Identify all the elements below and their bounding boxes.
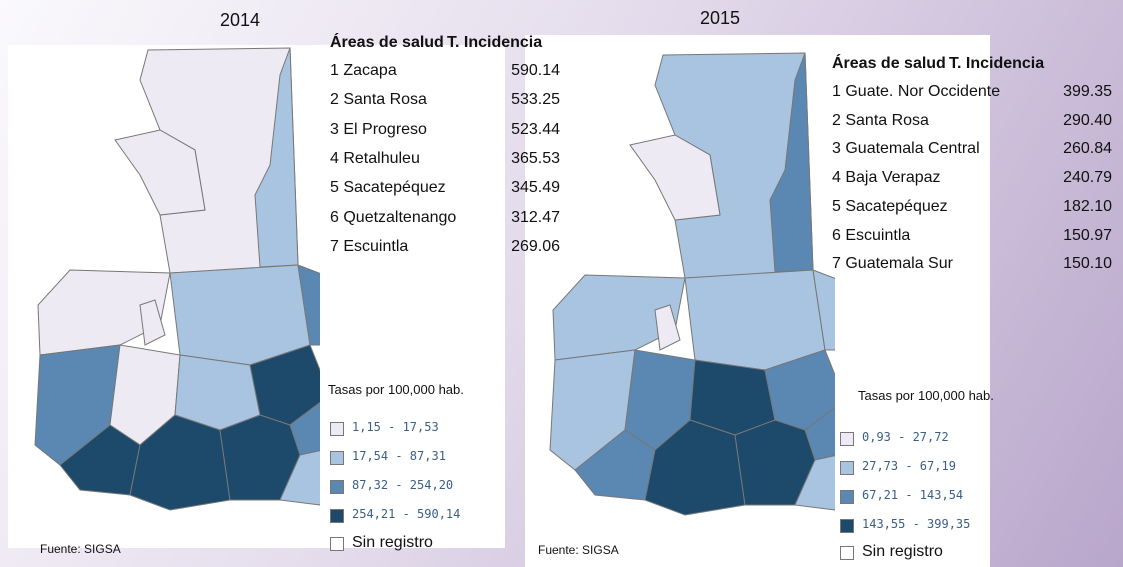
area-rate: 150.10 — [1063, 255, 1112, 273]
legend-swatch — [840, 519, 854, 533]
legend-swatch — [330, 422, 344, 436]
region — [794, 455, 835, 511]
region — [629, 134, 721, 221]
area-rate: 260.84 — [1063, 140, 1112, 158]
table-header-rate: T. Incidencia — [949, 55, 1045, 72]
legend-label: 254,21 - 590,14 — [352, 507, 461, 521]
area-name: 4 Retalhuleu — [330, 149, 420, 167]
area-rate: 290.40 — [1063, 111, 1112, 129]
area-name: 3 Guatemala Central — [832, 140, 980, 158]
region — [169, 264, 311, 366]
area-name: 7 Escuintla — [330, 237, 409, 255]
area-name: 5 Sacatepéquez — [832, 197, 948, 215]
area-rate: 523.44 — [511, 120, 560, 138]
map-2015 — [549, 52, 835, 516]
year-title: 2014 — [220, 10, 261, 30]
area-rate: 345.49 — [511, 179, 560, 197]
no-data-label: Sin registro — [352, 534, 433, 551]
area-rate: 182.10 — [1063, 197, 1112, 215]
table-header-area: Áreas de salud — [832, 55, 946, 72]
table-header-rate: T. Incidencia — [447, 34, 543, 51]
area-rate: 240.79 — [1063, 169, 1112, 187]
region — [804, 406, 835, 461]
legend-label: 27,73 - 67,19 — [862, 459, 956, 473]
legend-label: 143,55 - 399,35 — [862, 517, 971, 531]
legend-label: 1,15 - 17,53 — [352, 420, 439, 434]
area-name: 1 Zacapa — [330, 62, 397, 79]
region — [654, 304, 681, 351]
source: Fuente: SIGSA — [538, 543, 619, 557]
area-name: 6 Escuintla — [832, 226, 911, 244]
legend-swatch — [840, 432, 854, 446]
legend-title: Tasas por 100,000 hab. — [328, 382, 464, 397]
region — [289, 401, 320, 456]
legend-swatch — [330, 451, 344, 465]
area-name: 3 El Progreso — [330, 120, 427, 138]
region — [297, 264, 320, 346]
area-rate: 533.25 — [511, 91, 560, 109]
legend-swatch — [840, 546, 854, 560]
table-header-area: Áreas de salud — [330, 34, 444, 51]
legend-swatch — [840, 490, 854, 504]
no-data-label: Sin registro — [862, 543, 943, 560]
area-rate: 150.97 — [1063, 226, 1112, 244]
region — [114, 129, 206, 216]
region — [812, 269, 835, 351]
region — [684, 269, 826, 371]
legend-swatch — [330, 537, 344, 551]
legend-swatch — [330, 509, 344, 523]
region — [279, 450, 320, 506]
map-2014 — [34, 47, 320, 511]
area-name: 6 Quetzaltenango — [330, 208, 457, 226]
legend-swatch — [840, 461, 854, 475]
area-rate: 312.47 — [511, 208, 560, 226]
area-name: 4 Baja Verapaz — [832, 169, 941, 187]
legend-label: 0,93 - 27,72 — [862, 430, 949, 444]
source: Fuente: SIGSA — [40, 542, 121, 556]
area-name: 2 Santa Rosa — [330, 91, 427, 109]
area-name: 7 Guatemala Sur — [832, 255, 953, 273]
area-name: 5 Sacatepéquez — [330, 179, 446, 197]
area-rate: 590.14 — [511, 62, 560, 79]
area-rate: 269.06 — [511, 237, 560, 255]
legend-swatch — [330, 480, 344, 494]
region — [139, 299, 166, 346]
area-rate: 399.35 — [1063, 83, 1112, 100]
legend-label: 67,21 - 143,54 — [862, 488, 964, 502]
area-name: 2 Santa Rosa — [832, 111, 929, 129]
area-name: 1 Guate. Nor Occidente — [832, 83, 1001, 100]
legend-label: 17,54 - 87,31 — [352, 449, 446, 463]
year-title: 2015 — [700, 8, 741, 28]
area-rate: 365.53 — [511, 149, 560, 167]
legend-label: 87,32 - 254,20 — [352, 478, 454, 492]
legend-title: Tasas por 100,000 hab. — [858, 388, 994, 403]
